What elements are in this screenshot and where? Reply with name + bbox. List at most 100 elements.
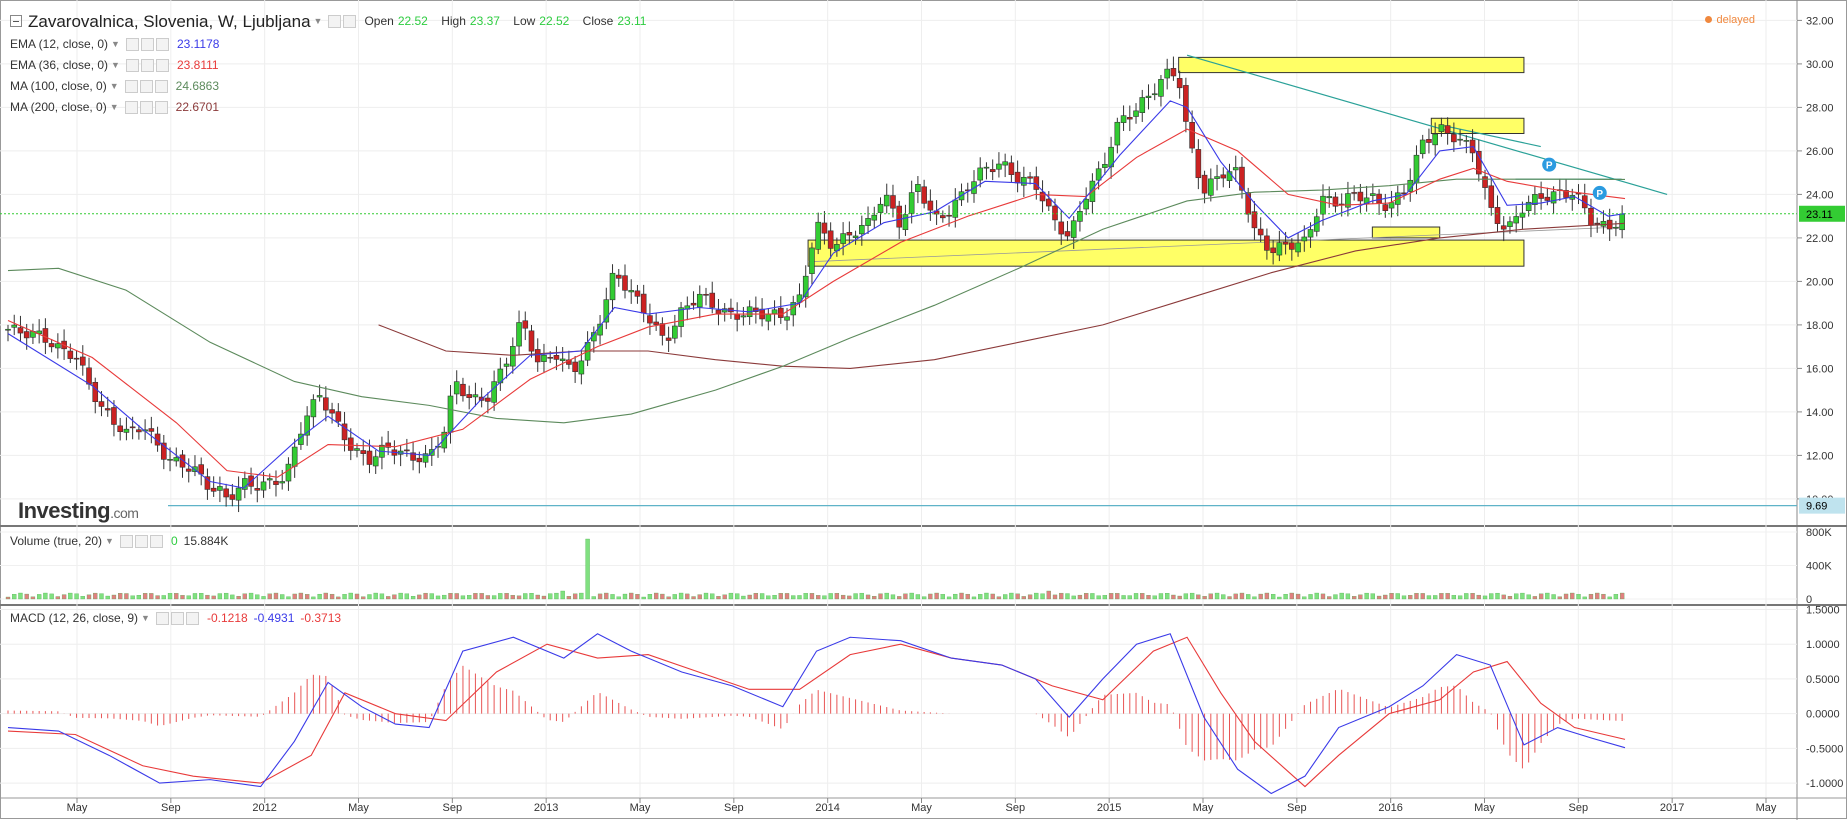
candle-down <box>1544 196 1551 201</box>
macd-buttons[interactable] <box>155 612 199 625</box>
chevron-down-icon[interactable]: ▼ <box>141 613 150 623</box>
candle-down <box>1594 222 1601 225</box>
volume-bar <box>1158 593 1164 600</box>
settings-icon[interactable] <box>140 59 154 72</box>
collapse-icon[interactable] <box>10 15 22 27</box>
volume-bar <box>1545 592 1550 600</box>
volume-bar <box>653 592 659 600</box>
candle-up <box>1164 68 1170 79</box>
eye-icon[interactable] <box>155 612 169 625</box>
volume-bar <box>99 593 104 600</box>
volume-bar <box>840 594 846 600</box>
volume-bar <box>1563 593 1569 600</box>
volume-tick-label: 0 <box>1806 594 1812 606</box>
indicator-buttons[interactable] <box>125 38 169 51</box>
indicator-ema36[interactable]: EMA (36, close, 0) ▼ 23.8111 <box>10 55 656 76</box>
close-icon[interactable] <box>149 535 163 548</box>
close-icon[interactable] <box>155 59 169 72</box>
candle-down <box>466 394 472 398</box>
settings-icon[interactable] <box>139 80 153 93</box>
candle-down <box>634 290 641 297</box>
volume-bar <box>909 592 914 600</box>
volume-bar <box>24 593 29 600</box>
candle-up <box>902 214 909 231</box>
high-label: High <box>441 13 466 28</box>
eye-icon[interactable] <box>119 535 133 548</box>
indicator-buttons[interactable] <box>124 101 168 114</box>
indicator-value: 24.6863 <box>175 79 220 93</box>
eye-icon[interactable] <box>124 80 138 93</box>
volume-bar <box>1046 590 1051 600</box>
volume-bar <box>74 593 79 600</box>
volume-bar <box>1582 596 1587 600</box>
chevron-down-icon[interactable]: ▼ <box>109 102 119 112</box>
settings-icon[interactable] <box>140 38 154 51</box>
close-icon[interactable] <box>155 38 169 51</box>
candle-down <box>410 452 416 461</box>
volume-buttons[interactable] <box>119 535 163 548</box>
volume-bar <box>68 592 73 600</box>
volume-bar <box>1389 593 1394 600</box>
chevron-down-icon[interactable]: ▼ <box>111 60 120 70</box>
instrument-title[interactable]: Zavarovalnica, Slovenia, W, Ljubljana <box>28 11 311 31</box>
indicator-ma100[interactable]: MA (100, close, 0) ▼ 24.6863 <box>10 76 656 97</box>
volume-bar <box>248 592 254 600</box>
title-settings[interactable] <box>328 14 357 28</box>
volume-bar <box>791 595 796 600</box>
candle-up <box>1307 229 1314 238</box>
settings-icon[interactable] <box>170 612 184 625</box>
volume-bar <box>61 594 67 600</box>
indicator-ma200[interactable]: MA (200, close, 0) ▼ 22.6701 <box>10 97 656 118</box>
settings-icon[interactable] <box>139 101 153 114</box>
volume-bar <box>417 594 422 600</box>
indicator-buttons[interactable] <box>125 59 169 72</box>
indicator-buttons[interactable] <box>124 80 168 93</box>
candle-up <box>1432 133 1438 146</box>
volume-bar <box>516 595 522 600</box>
volume-bar <box>753 593 759 600</box>
candle-up <box>1276 242 1283 256</box>
settings-icon[interactable] <box>134 535 148 548</box>
candle-down <box>323 397 329 411</box>
candle-up <box>815 221 821 250</box>
volume-bar <box>460 595 466 600</box>
candle-down <box>17 327 24 334</box>
candle-up <box>1077 211 1083 222</box>
volume-bar <box>1464 593 1469 600</box>
candle-up <box>865 218 871 226</box>
chevron-down-icon[interactable]: ▼ <box>111 39 120 49</box>
candle-up <box>1457 138 1463 141</box>
lock-icon[interactable] <box>343 14 357 28</box>
eye-icon[interactable] <box>124 101 138 114</box>
volume-bar <box>890 594 896 600</box>
delayed-badge: delayed <box>1705 14 1755 26</box>
volume-bar <box>903 593 908 600</box>
settings-icon[interactable] <box>328 14 342 28</box>
close-icon[interactable] <box>154 80 168 93</box>
candle-down <box>1183 85 1189 122</box>
volume-bar <box>448 593 453 600</box>
eye-icon[interactable] <box>125 38 139 51</box>
candle-down <box>1058 221 1065 235</box>
close-icon[interactable] <box>185 612 199 625</box>
candle-down <box>67 350 74 359</box>
chevron-down-icon[interactable]: ▼ <box>109 81 119 91</box>
candle-up <box>1214 176 1220 179</box>
volume-bar <box>1345 593 1351 600</box>
macd-legend-row[interactable]: MACD (12, 26, close, 9) ▼ -0.1218 -0.4931… <box>10 608 341 629</box>
chevron-down-icon[interactable]: ▼ <box>313 15 323 26</box>
volume-bar <box>897 596 902 600</box>
candle-down <box>622 275 628 291</box>
eye-icon[interactable] <box>125 59 139 72</box>
volume-bar <box>298 592 304 600</box>
candle-down <box>734 313 740 320</box>
close-icon[interactable] <box>154 101 168 114</box>
indicator-ema12[interactable]: EMA (12, close, 0) ▼ 23.1178 <box>10 34 656 55</box>
volume-legend-row[interactable]: Volume (true, 20) ▼ 0 15.884K <box>10 531 228 552</box>
volume-bars <box>5 538 1625 600</box>
volume-bar <box>304 594 310 600</box>
macd-line <box>7 633 1626 795</box>
volume-bar <box>1395 593 1400 600</box>
chevron-down-icon[interactable]: ▼ <box>105 536 114 546</box>
